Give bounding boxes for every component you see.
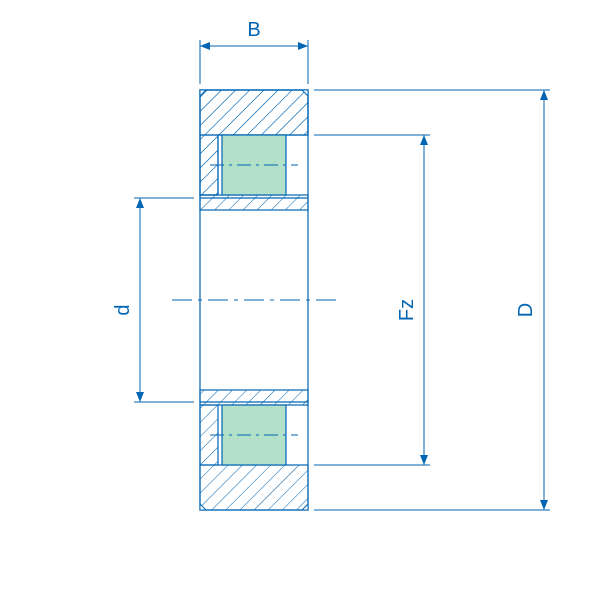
svg-text:Fz: Fz [396, 299, 418, 321]
bearing-diagram: Bd Fz D [0, 0, 600, 600]
svg-text:B: B [247, 19, 260, 41]
svg-text:D: D [515, 303, 537, 317]
svg-text:d: d [112, 304, 134, 315]
